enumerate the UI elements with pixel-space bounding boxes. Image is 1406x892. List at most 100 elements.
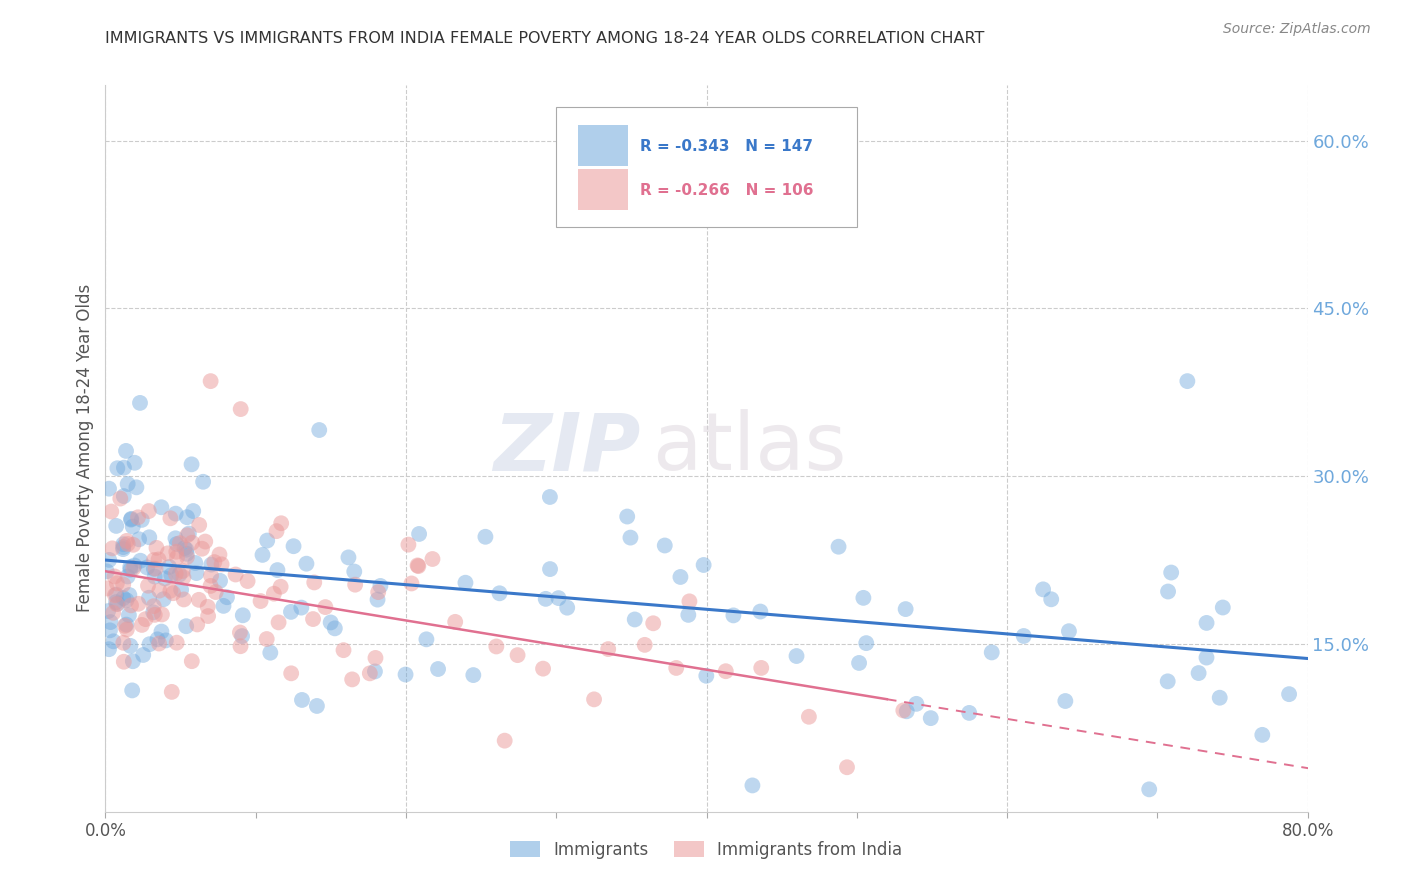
Point: [150, 624, 173, 639]
Point: [619, 531, 641, 545]
Point: [1040, 592, 1063, 607]
Point: [1175, 374, 1198, 388]
Point: [714, 664, 737, 678]
Point: [150, 607, 173, 622]
Point: [485, 640, 508, 654]
Point: [1054, 694, 1077, 708]
Point: [229, 639, 252, 653]
Point: [181, 504, 204, 518]
Point: [112, 636, 135, 650]
Point: [1212, 600, 1234, 615]
Point: [125, 480, 148, 494]
Point: [422, 552, 444, 566]
Point: [172, 564, 194, 578]
Point: [208, 574, 231, 588]
Point: [204, 585, 226, 599]
Point: [138, 530, 160, 544]
Point: [165, 507, 187, 521]
Point: [531, 662, 554, 676]
Point: [105, 595, 128, 609]
Point: [191, 475, 214, 489]
Point: [367, 585, 389, 599]
Point: [229, 402, 252, 417]
Point: [165, 566, 187, 581]
Point: [115, 623, 138, 637]
Point: [115, 593, 138, 607]
Point: [232, 608, 254, 623]
Point: [280, 605, 302, 619]
Y-axis label: Female Poverty Among 18-24 Year Olds: Female Poverty Among 18-24 Year Olds: [76, 285, 94, 612]
Point: [678, 607, 700, 622]
Point: [122, 561, 145, 575]
Point: [145, 541, 167, 555]
Point: [749, 605, 772, 619]
Point: [1187, 666, 1209, 681]
Point: [145, 562, 167, 576]
Point: [202, 555, 225, 569]
Point: [121, 654, 143, 668]
Point: [616, 509, 638, 524]
Point: [143, 569, 166, 583]
Point: [314, 600, 336, 615]
Point: [1195, 650, 1218, 665]
Point: [1195, 615, 1218, 630]
Point: [112, 540, 135, 554]
Point: [396, 538, 419, 552]
Point: [340, 673, 363, 687]
Point: [176, 547, 198, 561]
Point: [305, 698, 328, 713]
Point: [122, 538, 145, 552]
Point: [97, 604, 120, 618]
Point: [692, 558, 714, 572]
Point: [538, 490, 561, 504]
Point: [1278, 687, 1301, 701]
Point: [146, 632, 169, 647]
Point: [197, 599, 219, 614]
Point: [337, 550, 360, 565]
Point: [105, 597, 128, 611]
Point: [197, 609, 219, 624]
Point: [980, 645, 1002, 659]
FancyBboxPatch shape: [578, 169, 628, 210]
Point: [103, 569, 125, 583]
Point: [105, 588, 128, 602]
Point: [797, 710, 820, 724]
Point: [835, 760, 858, 774]
Point: [669, 570, 692, 584]
Point: [181, 535, 204, 549]
Point: [160, 685, 183, 699]
Point: [401, 576, 423, 591]
Point: [256, 632, 278, 646]
Point: [100, 504, 122, 518]
Point: [367, 592, 389, 607]
Point: [98, 482, 121, 496]
Point: [200, 374, 222, 388]
Point: [142, 599, 165, 614]
Point: [148, 636, 170, 650]
Point: [169, 536, 191, 550]
Point: [894, 602, 917, 616]
Point: [302, 612, 325, 626]
Point: [896, 704, 918, 718]
Point: [1157, 584, 1180, 599]
Point: [229, 625, 252, 640]
Point: [454, 575, 477, 590]
Point: [118, 588, 141, 602]
Point: [176, 542, 198, 557]
Point: [103, 606, 125, 620]
Point: [166, 537, 188, 551]
Point: [98, 642, 121, 657]
Point: [117, 569, 139, 583]
Point: [263, 587, 285, 601]
Point: [121, 519, 143, 533]
Point: [165, 531, 187, 545]
Point: [343, 565, 366, 579]
Point: [120, 563, 142, 577]
Point: [115, 444, 138, 458]
Point: [142, 562, 165, 576]
Point: [112, 655, 135, 669]
Point: [848, 656, 870, 670]
Point: [157, 560, 180, 574]
Point: [155, 633, 177, 648]
Point: [270, 580, 292, 594]
